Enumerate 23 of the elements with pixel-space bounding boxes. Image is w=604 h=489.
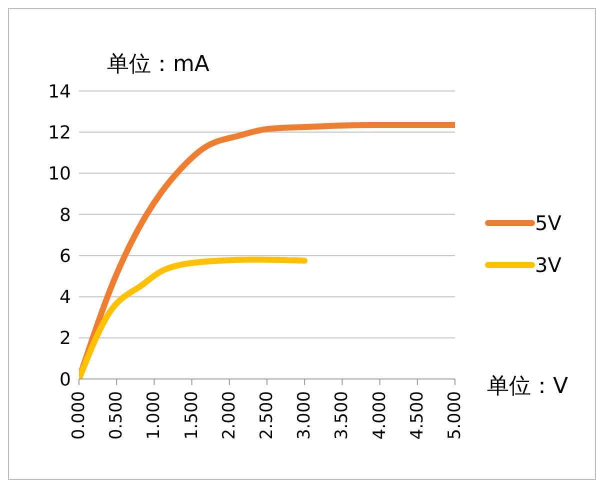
x-tick-label: 0.000 <box>69 391 89 440</box>
legend-label: 3V <box>535 253 562 277</box>
x-tick-label: 0.500 <box>106 391 127 440</box>
x-tick-label: 1.000 <box>144 391 164 440</box>
y-tick-label: 4 <box>60 287 71 308</box>
y-tick-label: 14 <box>48 81 71 102</box>
x-tick-label: 1.500 <box>182 391 202 440</box>
y-tick-label: 6 <box>60 246 71 267</box>
legend-label: 5V <box>535 211 562 235</box>
x-tick-label: 3.500 <box>332 391 352 440</box>
x-axis-title: 单位：V <box>487 373 568 401</box>
x-tick-label: 2.500 <box>257 391 277 440</box>
y-tick-label: 8 <box>60 204 71 226</box>
y-tick-label: 12 <box>48 122 71 144</box>
y-tick-label: 2 <box>60 328 71 350</box>
y-tick-label: 10 <box>48 164 71 185</box>
x-tick-label: 3.000 <box>294 391 315 440</box>
x-tick-label: 2.000 <box>219 391 240 440</box>
x-tick-label: 4.000 <box>370 391 390 440</box>
y-axis-title: 单位：mA <box>107 51 210 79</box>
y-tick-label: 0 <box>60 369 71 390</box>
x-tick-label: 5.000 <box>445 391 465 440</box>
x-tick-label: 4.500 <box>407 391 428 440</box>
